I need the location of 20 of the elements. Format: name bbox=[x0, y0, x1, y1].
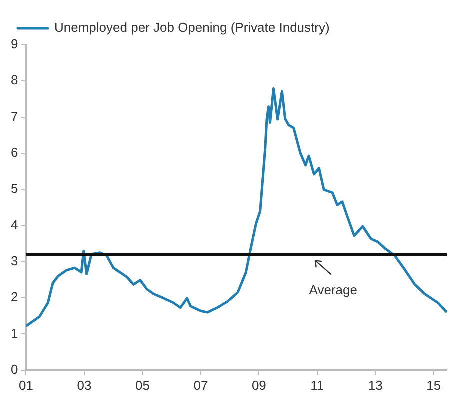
x-tick-label: 05 bbox=[135, 378, 150, 393]
x-tick-label: 01 bbox=[18, 378, 34, 393]
y-tick-label: 0 bbox=[10, 362, 18, 377]
y-tick-label: 9 bbox=[10, 36, 18, 52]
y-tick-label: 7 bbox=[10, 108, 18, 124]
x-tick-label: 03 bbox=[77, 378, 92, 393]
y-tick-label: 6 bbox=[10, 145, 18, 160]
y-tick-label: 1 bbox=[10, 326, 18, 341]
x-tick-label: 11 bbox=[310, 378, 324, 393]
legend-label: Unemployed per Job Opening (Private Industry) bbox=[54, 20, 330, 36]
x-tick-label: 07 bbox=[194, 378, 208, 393]
ref-line-label: Average bbox=[309, 282, 358, 298]
x-tick-label: 13 bbox=[368, 378, 383, 393]
y-tick-label: 4 bbox=[10, 217, 18, 232]
y-tick-label: 3 bbox=[10, 254, 18, 269]
y-tick-label: 5 bbox=[10, 181, 18, 196]
y-tick-label: 2 bbox=[10, 290, 18, 305]
x-tick-label: 15 bbox=[426, 378, 442, 393]
y-tick-label: 8 bbox=[10, 72, 18, 88]
x-tick-label: 09 bbox=[252, 378, 266, 393]
